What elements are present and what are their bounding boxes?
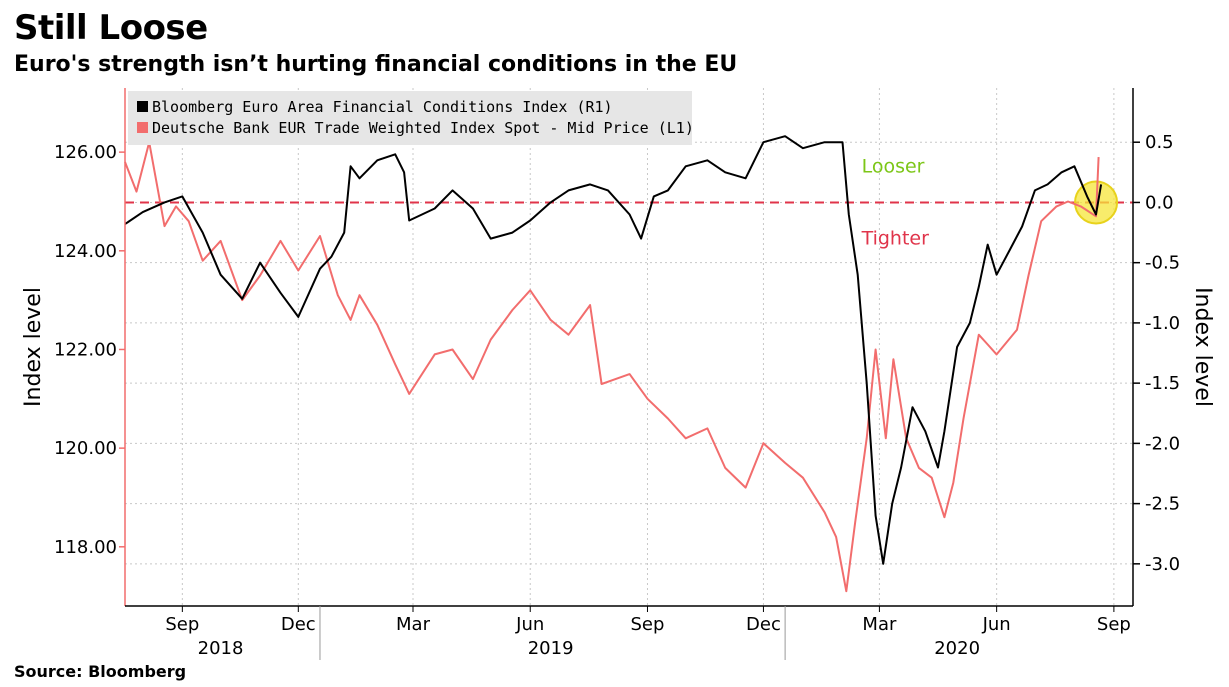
- x-tick-label: Dec: [746, 614, 781, 635]
- legend-label: Bloomberg Euro Area Financial Conditions…: [152, 98, 613, 116]
- x-tick-label: Sep: [1097, 614, 1131, 635]
- left-axis: 118.00 120.00 122.00 124.00 126.00 Index leve…: [21, 88, 126, 606]
- left-tick-label: 124.00: [54, 241, 117, 262]
- legend: Bloomberg Euro Area Financial Conditions…: [128, 91, 694, 145]
- right-tick-label: -1.5: [1145, 373, 1180, 394]
- chart-title: Still Loose: [14, 8, 208, 48]
- right-tick-label: 0.5: [1145, 132, 1174, 153]
- right-tick-label: -1.0: [1145, 313, 1180, 334]
- left-tick-label: 120.00: [54, 438, 117, 459]
- right-axis-title: Index level: [1190, 287, 1215, 407]
- right-tick-label: 0.0: [1145, 192, 1174, 213]
- series-layer: [124, 135, 1119, 593]
- right-tick-label: -2.0: [1145, 433, 1180, 454]
- legend-swatch: [137, 101, 148, 112]
- x-tick-label: Dec: [281, 614, 316, 635]
- left-tick-label: 118.00: [54, 537, 117, 558]
- legend-swatch: [137, 122, 148, 133]
- x-tick-label: Sep: [631, 614, 665, 635]
- year-label: 2019: [528, 638, 574, 659]
- right-tick-label: -0.5: [1145, 253, 1180, 274]
- right-tick-label: -2.5: [1145, 494, 1180, 515]
- x-tick-label: Jun: [982, 614, 1011, 635]
- x-tick-label: Sep: [165, 614, 199, 635]
- left-axis-title: Index level: [21, 287, 46, 407]
- series-line-financial-conditions: [124, 135, 1103, 565]
- right-tick-label: -3.0: [1145, 554, 1180, 575]
- source-note: Source: Bloomberg: [14, 662, 187, 681]
- x-tick-label: Jun: [515, 614, 544, 635]
- gridlines: [125, 88, 1133, 606]
- x-tick-label: Mar: [396, 614, 431, 635]
- x-axis: Sep Dec Mar Jun Sep Dec Mar Jun Sep 2018 2019 2020: [125, 605, 1133, 660]
- chart-subtitle: Euro's strength isn’t hurting financial …: [14, 52, 738, 77]
- series-line-eur-trade-weighted: [124, 141, 1100, 593]
- left-tick-label: 122.00: [54, 339, 117, 360]
- right-axis: -3.0 -2.5 -2.0 -1.5 -1.0 -0.5 0.0 0.5 Index leve…: [1132, 88, 1215, 606]
- legend-label: Deutsche Bank EUR Trade Weighted Index S…: [152, 119, 694, 137]
- x-tick-label: Mar: [862, 614, 897, 635]
- year-label: 2018: [198, 638, 244, 659]
- legend-box: [128, 91, 692, 145]
- year-label: 2020: [934, 638, 980, 659]
- annotations: Looser Tighter: [861, 155, 930, 249]
- annotation-label: Tighter: [861, 228, 930, 250]
- annotation-label: Looser: [862, 155, 925, 177]
- left-tick-label: 126.00: [54, 142, 117, 163]
